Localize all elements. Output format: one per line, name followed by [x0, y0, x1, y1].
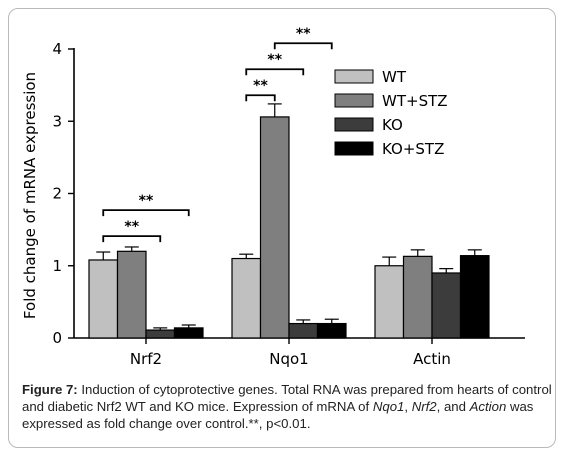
caption-text-2: was expressed as fold change over contro…	[22, 399, 534, 431]
significance-label-3: **	[267, 52, 282, 68]
bar-actin-ko-stz	[459, 255, 490, 339]
bar-nqo1-wt	[231, 257, 262, 339]
legend-label-ko-stz: KO+STZ	[382, 140, 444, 158]
significance-label-4: **	[296, 26, 311, 42]
bar-nrf2-ko	[145, 329, 176, 339]
bar-nrf2-wt	[88, 259, 119, 339]
caption-gene-2: Nrf2	[411, 399, 437, 414]
y-tick-label-2: 2	[52, 185, 62, 203]
legend-swatch-wt	[334, 69, 374, 84]
x-tick-label-actin: Actin	[413, 350, 451, 368]
x-tick-label-nqo1: Nqo1	[269, 350, 308, 368]
bar-nqo1-ko-stz	[316, 322, 347, 339]
legend-swatch-ko-stz	[334, 141, 374, 156]
significance-label-2: **	[253, 78, 268, 94]
chart-legend: WT WT+STZ KO KO+STZ	[334, 68, 448, 158]
y-tick-label-4: 4	[52, 40, 62, 58]
significance-bracket-3	[245, 68, 305, 76]
bar-nqo1-wt-stz	[259, 116, 290, 339]
bar-nrf2-wt-stz	[116, 250, 147, 339]
bar-actin-wt	[374, 265, 405, 339]
legend-label-wt: WT	[382, 68, 407, 86]
significance-label-1: **	[139, 193, 154, 209]
caption-text-1: Induction of cytoprotective genes. Total…	[22, 382, 552, 414]
caption-sep-2: , and	[436, 399, 470, 414]
y-axis-label: Fold change of mRNA expression	[21, 72, 39, 319]
x-tick-label-nrf2: Nrf2	[130, 350, 162, 368]
bar-actin-ko	[431, 272, 462, 339]
significance-label-0: **	[124, 219, 139, 235]
significance-bracket-0	[102, 235, 162, 243]
legend-swatch-wt-stz	[334, 93, 374, 108]
significance-brackets: **********	[102, 26, 333, 243]
bar-nrf2-ko-stz	[173, 327, 204, 339]
bar-nqo1-ko	[288, 322, 319, 339]
y-tick-label-3: 3	[52, 112, 62, 130]
significance-bracket-2	[245, 94, 276, 102]
y-tick-label-0: 0	[52, 329, 62, 347]
caption-figure-label: Figure 7:	[22, 382, 78, 397]
legend-label-ko: KO	[382, 116, 403, 134]
legend-swatch-ko	[334, 117, 374, 132]
legend-label-wt-stz: WT+STZ	[382, 92, 448, 110]
bar-actin-wt-stz	[402, 255, 433, 339]
bar-chart: 0 1 2 3 4 Fold change of mRNA expression Nrf2 N…	[21, 26, 525, 368]
figure-caption: Figure 7: Induction of cytoprotective ge…	[22, 381, 552, 432]
y-tick-label-1: 1	[52, 257, 62, 275]
significance-bracket-1	[102, 209, 190, 217]
caption-gene-1: Nqo1	[372, 399, 405, 414]
significance-bracket-4	[273, 42, 333, 50]
caption-sep-1: ,	[404, 399, 412, 414]
chart-bars	[88, 103, 490, 339]
caption-gene-3: Action	[469, 399, 507, 414]
